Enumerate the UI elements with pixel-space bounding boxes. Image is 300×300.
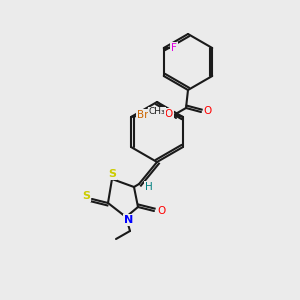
Text: O: O	[204, 106, 212, 116]
Text: O: O	[165, 109, 173, 119]
Text: Br: Br	[137, 110, 149, 120]
Text: CH₃: CH₃	[149, 107, 165, 116]
Text: O: O	[163, 109, 171, 119]
Text: F: F	[171, 43, 177, 53]
Text: S: S	[108, 169, 116, 179]
Text: O: O	[157, 206, 165, 216]
Text: S: S	[82, 191, 90, 201]
Text: N: N	[124, 215, 134, 225]
Text: H: H	[145, 182, 153, 192]
